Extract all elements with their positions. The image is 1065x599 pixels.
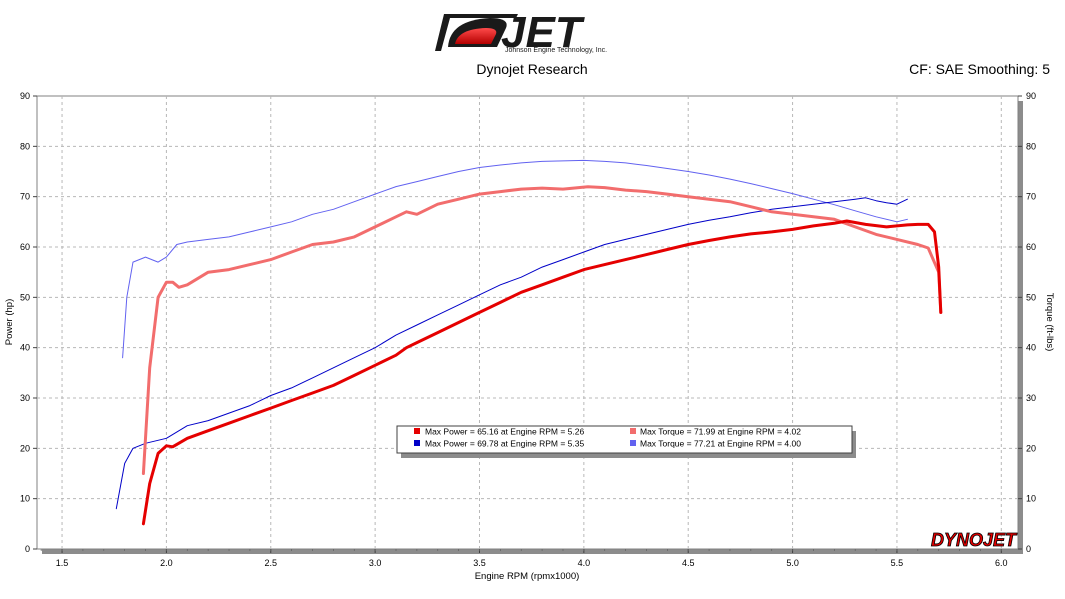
y-axis-label-left: Power (hp) xyxy=(4,299,15,345)
x-tick-label: 3.5 xyxy=(473,558,486,568)
x-tick-label: 2.0 xyxy=(160,558,173,568)
logo-red-fill-icon xyxy=(455,28,497,44)
legend-box xyxy=(396,425,853,454)
legend: Max Power = 65.16 at Engine RPM = 5.26 M… xyxy=(396,425,856,458)
y-tick-label-left: 60 xyxy=(20,242,30,252)
logo-subtext: Johnson Engine Technology, Inc. xyxy=(505,47,607,54)
y-tick-label-right: 70 xyxy=(1026,192,1036,202)
y-tick-label-right: 50 xyxy=(1026,292,1036,302)
y-tick-label-right: 90 xyxy=(1026,91,1036,101)
y-tick-label-right: 40 xyxy=(1026,343,1036,353)
y-tick-label-left: 50 xyxy=(20,292,30,302)
y-tick-label-left: 90 xyxy=(20,91,30,101)
jet-logo: JET Johnson Engine Technology, Inc. xyxy=(435,8,607,57)
series-line-4 xyxy=(122,159,908,359)
y-tick-label-left: 80 xyxy=(20,141,30,151)
series-line-3 xyxy=(141,185,943,475)
legend-entry-1: Max Power = 65.16 at Engine RPM = 5.26 xyxy=(425,427,585,437)
y-tick-label-left: 30 xyxy=(20,393,30,403)
legend-swatch-3 xyxy=(630,428,636,434)
plot-area xyxy=(36,95,1019,550)
series-layer xyxy=(115,159,943,526)
x-axis-label: Engine RPM (rpmx1000) xyxy=(475,571,580,582)
chart-title: Dynojet Research xyxy=(476,61,587,77)
series-line-2 xyxy=(115,197,908,510)
tick-labels: 0 0 10 10 20 20 30 30 40 40 50 50 60 60 70 70 80 80 90 90 1.… xyxy=(20,91,1036,568)
x-tick-label: 6.0 xyxy=(995,558,1008,568)
x-tick-label: 2.5 xyxy=(265,558,278,568)
y-tick-label-left: 40 xyxy=(20,343,30,353)
y-tick-label-left: 0 xyxy=(25,544,30,554)
x-tick-label: 4.5 xyxy=(682,558,695,568)
dynojet-brand: DYNOJET xyxy=(931,530,1018,550)
x-tick-label: 5.0 xyxy=(786,558,799,568)
grid xyxy=(33,95,1022,553)
x-tick-label: 4.0 xyxy=(578,558,591,568)
y-tick-label-left: 20 xyxy=(20,443,30,453)
legend-swatch-2 xyxy=(414,440,420,446)
legend-entry-2: Max Power = 69.78 at Engine RPM = 5.35 xyxy=(425,439,585,449)
y-tick-label-right: 30 xyxy=(1026,393,1036,403)
x-tick-label: 1.5 xyxy=(56,558,69,568)
y-tick-label-left: 70 xyxy=(20,192,30,202)
y-tick-label-right: 10 xyxy=(1026,494,1036,504)
series-line-1 xyxy=(141,219,943,526)
legend-entry-4: Max Torque = 77.21 at Engine RPM = 4.00 xyxy=(640,439,801,449)
y-tick-label-right: 20 xyxy=(1026,443,1036,453)
y-tick-label-right: 60 xyxy=(1026,242,1036,252)
x-tick-label: 5.5 xyxy=(891,558,904,568)
y-tick-label-right: 0 xyxy=(1026,544,1031,554)
y-tick-label-left: 10 xyxy=(20,494,30,504)
legend-entry-3: Max Torque = 71.99 at Engine RPM = 4.02 xyxy=(640,427,801,437)
logo-swoosh-icon xyxy=(435,14,518,51)
y-tick-label-right: 80 xyxy=(1026,141,1036,151)
y-axis-label-right: Torque (ft-lbs) xyxy=(1044,293,1055,352)
x-tick-label: 3.0 xyxy=(369,558,382,568)
legend-swatch-1 xyxy=(414,428,420,434)
settings-text: CF: SAE Smoothing: 5 xyxy=(909,61,1050,77)
legend-swatch-4 xyxy=(630,440,636,446)
logo-jet-text: JET xyxy=(501,8,585,57)
